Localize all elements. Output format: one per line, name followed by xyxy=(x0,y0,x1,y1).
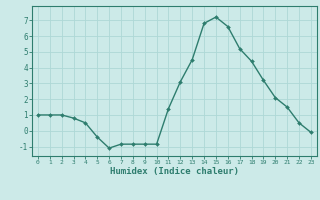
X-axis label: Humidex (Indice chaleur): Humidex (Indice chaleur) xyxy=(110,167,239,176)
